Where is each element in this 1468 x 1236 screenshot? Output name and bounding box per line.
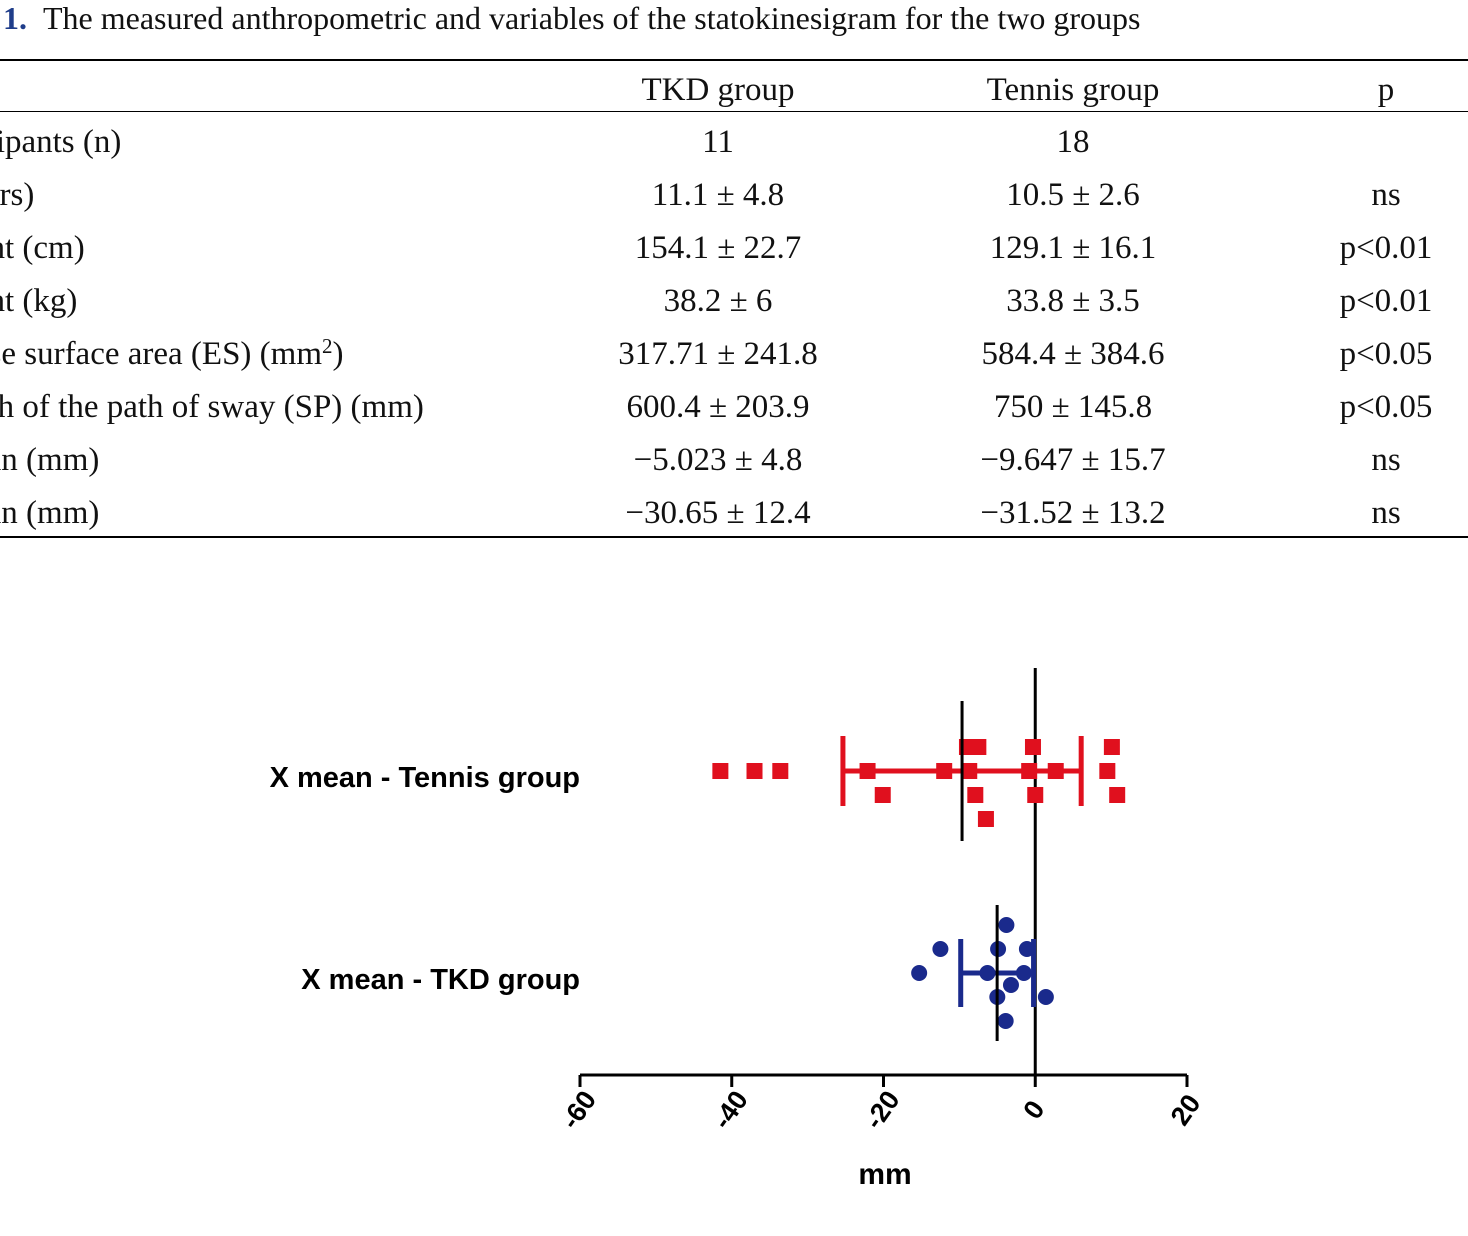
- table-number: 1.: [3, 0, 27, 36]
- table-top-rule: [0, 59, 1468, 61]
- row-tennis-value: 33.8 ± 3.5: [1006, 283, 1140, 319]
- row-p-value: p<0.05: [1339, 336, 1433, 372]
- table-bottom-rule: [0, 536, 1468, 538]
- row-tennis-value: −9.647 ± 15.7: [980, 442, 1166, 478]
- data-point-square: [1027, 787, 1044, 803]
- row-tkd-value: −30.65 ± 12.4: [625, 495, 811, 531]
- x-tick-label: 0: [1017, 1095, 1050, 1125]
- data-point-circle: [997, 1013, 1014, 1029]
- x-tick-label: 20: [1165, 1089, 1207, 1131]
- row-label: ean (mm): [0, 495, 100, 531]
- row-label-text: ose surface area (ES) (mm: [0, 336, 322, 372]
- row-tkd-value: 38.2 ± 6: [663, 283, 773, 319]
- row-tennis-value: 129.1 ± 16.1: [989, 230, 1157, 266]
- series-label: X mean - TKD group: [301, 964, 580, 996]
- data-point-square: [772, 763, 789, 779]
- scatter-dot-plot: -60 -40 -20 0 20 mm X mean - Tennis group X mea…: [270, 668, 1207, 1191]
- data-point-square: [746, 763, 763, 779]
- row-tennis-value: 750 ± 145.8: [993, 389, 1153, 425]
- row-p-value: p<0.05: [1339, 389, 1433, 425]
- row-tkd-value: −5.023 ± 4.8: [633, 442, 803, 478]
- data-point-square: [1024, 739, 1041, 755]
- row-p-value: p<0.01: [1339, 283, 1433, 319]
- data-point-square: [1099, 763, 1116, 779]
- data-point-circle: [1037, 989, 1054, 1005]
- row-tkd-value: 317.71 ± 241.8: [618, 336, 818, 372]
- data-point-square: [1103, 739, 1120, 755]
- row-tkd-value: 600.4 ± 203.9: [626, 389, 810, 425]
- data-point-circle: [1018, 941, 1035, 957]
- row-label: gth of the path of sway (SP) (mm): [0, 389, 424, 425]
- row-label-tail: ): [332, 336, 344, 372]
- row-label: (yrs): [0, 177, 35, 213]
- data-point-square: [970, 739, 987, 755]
- table-caption-text: The measured anthropometric and variable…: [43, 0, 1141, 36]
- row-label: ose surface area (ES) (mm2): [0, 334, 344, 374]
- x-tick-label: -40: [707, 1085, 754, 1134]
- table-caption: 1. The measured anthropometric and variab…: [0, 0, 1468, 38]
- row-p-value: ns: [1371, 495, 1401, 531]
- row-p-value: p<0.01: [1339, 230, 1433, 266]
- data-point-square: [977, 811, 994, 827]
- row-tkd-value: 154.1 ± 22.7: [634, 230, 802, 266]
- row-tkd-value: 11: [702, 124, 734, 160]
- data-point-square: [1109, 787, 1126, 803]
- x-axis-label: mm: [858, 1158, 911, 1191]
- data-point-circle: [998, 917, 1015, 933]
- data-table: TKD group Tennis group p icipants (n) 11…: [0, 0, 1468, 560]
- header-p: p: [1377, 72, 1395, 108]
- row-tkd-value: 11.1 ± 4.8: [651, 177, 785, 213]
- row-label: icipants (n): [0, 124, 122, 160]
- data-point-circle: [911, 965, 928, 981]
- row-label: ght (kg): [0, 283, 78, 319]
- data-point-square: [874, 787, 891, 803]
- row-label: ght (cm): [0, 230, 85, 266]
- table-header-rule: [0, 111, 1468, 112]
- row-label-superscript: 2: [322, 334, 333, 358]
- header-tkd-group: TKD group: [641, 72, 795, 108]
- row-p-value: ns: [1371, 177, 1401, 213]
- series-label: X mean - Tennis group: [270, 762, 580, 794]
- row-tennis-value: 18: [1056, 124, 1090, 160]
- row-tennis-value: −31.52 ± 13.2: [980, 495, 1166, 531]
- x-tick-label: -20: [859, 1085, 906, 1134]
- x-tick-label: -60: [555, 1085, 602, 1134]
- row-tennis-value: 584.4 ± 384.6: [981, 336, 1165, 372]
- row-p-value: ns: [1371, 442, 1401, 478]
- row-label: ean (mm): [0, 442, 100, 478]
- header-tennis-group: Tennis group: [986, 72, 1160, 108]
- data-point-square: [712, 763, 729, 779]
- row-tennis-value: 10.5 ± 2.6: [1006, 177, 1140, 213]
- data-point-square: [967, 787, 984, 803]
- data-point-circle: [1002, 977, 1019, 993]
- data-point-circle: [932, 941, 949, 957]
